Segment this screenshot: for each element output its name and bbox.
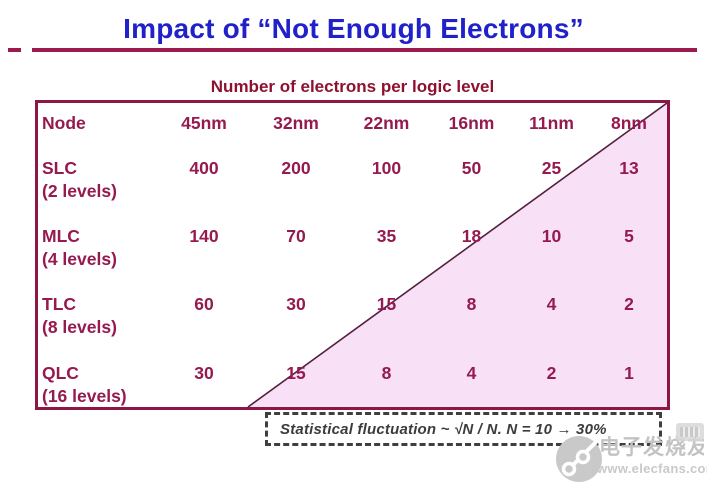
value-cell: 100 — [371, 158, 402, 178]
row-label-tlc: TLC (8 levels) — [38, 293, 158, 339]
watermark-url-text: www.elecfans.com — [597, 461, 707, 476]
header-node: Node — [42, 113, 86, 133]
row-label: QLC — [42, 363, 79, 383]
value-cell: 30 — [194, 363, 214, 383]
row-sublabel: (8 levels) — [42, 317, 117, 337]
row-label: MLC — [42, 226, 80, 246]
value-cell: 18 — [461, 226, 482, 246]
value-cell: 50 — [461, 158, 482, 178]
row-label-slc: SLC (2 levels) — [38, 157, 158, 203]
watermark-corner-stamp — [676, 423, 704, 441]
title-rule-dash — [8, 48, 21, 52]
value-cell: 5 — [624, 226, 634, 246]
value-cell: 70 — [286, 226, 306, 246]
value-cell: 13 — [619, 158, 639, 178]
row-label: TLC — [42, 294, 77, 314]
note-text: Statistical fluctuation ~ √N / N. N = 10… — [280, 420, 607, 438]
table-row-slc: SLC (2 levels) 400 200 100 50 25 13 — [38, 157, 667, 203]
electrons-per-level-table: Node 45nm 32nm 22nm 16nm 11nm 8nm SLC (2… — [35, 100, 670, 410]
table-row-mlc: MLC (4 levels) 140 70 35 18 10 5 — [38, 225, 667, 271]
value-cell: 25 — [541, 158, 562, 178]
table-caption: Number of electrons per logic level — [210, 77, 495, 96]
value-cell: 8 — [381, 363, 392, 383]
value-cell: 1 — [624, 363, 634, 383]
row-sublabel: (16 levels) — [42, 386, 127, 406]
header-45nm: 45nm — [181, 113, 227, 133]
table-header-row: Node 45nm 32nm 22nm 16nm 11nm 8nm — [38, 112, 667, 135]
title-rule — [32, 48, 697, 52]
header-32nm: 32nm — [273, 113, 319, 133]
value-cell: 140 — [189, 226, 219, 246]
header-16nm: 16nm — [448, 113, 495, 133]
value-cell: 2 — [624, 294, 634, 314]
header-8nm: 8nm — [611, 113, 647, 133]
value-cell: 60 — [194, 294, 214, 314]
statistical-fluctuation-note: Statistical fluctuation ~ √N / N. N = 10… — [265, 412, 662, 446]
row-label-qlc: QLC (16 levels) — [38, 362, 158, 408]
value-cell: 4 — [546, 294, 557, 314]
value-cell: 2 — [546, 363, 557, 383]
value-cell: 4 — [466, 363, 477, 383]
row-label: SLC — [42, 158, 77, 178]
value-cell: 30 — [286, 294, 306, 314]
value-cell: 8 — [466, 294, 477, 314]
table-row-qlc: QLC (16 levels) 30 15 8 4 2 1 — [38, 362, 667, 408]
row-label-mlc: MLC (4 levels) — [38, 225, 158, 271]
header-11nm: 11nm — [529, 113, 574, 133]
value-cell: 15 — [376, 294, 397, 314]
value-cell: 400 — [189, 158, 219, 178]
threshold-diagonal-line — [247, 103, 667, 407]
row-sublabel: (4 levels) — [42, 249, 117, 269]
header-22nm: 22nm — [363, 113, 410, 133]
slide-title: Impact of “Not Enough Electrons” — [123, 13, 584, 44]
value-cell: 15 — [286, 363, 306, 383]
table-row-tlc: TLC (8 levels) 60 30 15 8 4 2 — [38, 293, 667, 339]
value-cell: 10 — [541, 226, 562, 246]
value-cell: 200 — [281, 158, 311, 178]
row-sublabel: (2 levels) — [42, 181, 117, 201]
not-enough-electrons-shaded-region — [247, 103, 667, 407]
value-cell: 35 — [376, 226, 397, 246]
